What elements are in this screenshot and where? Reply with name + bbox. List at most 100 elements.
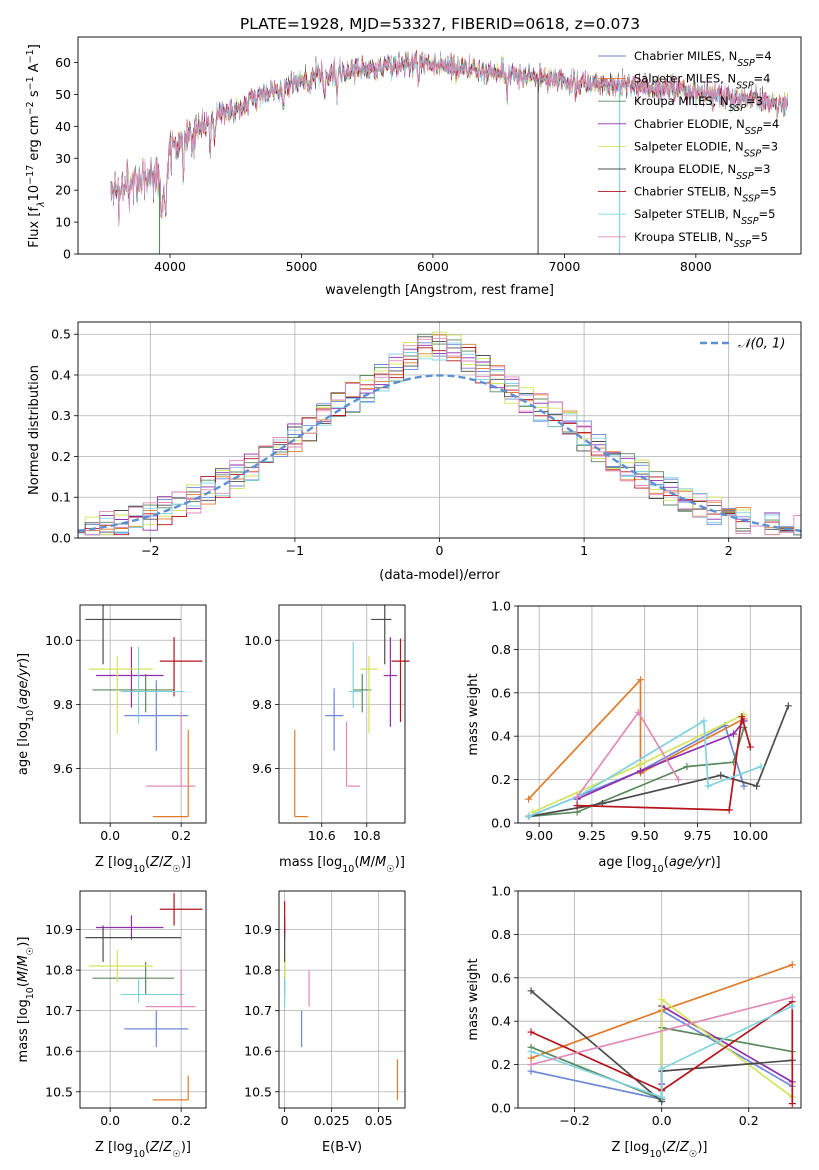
axes-frame	[278, 890, 406, 1109]
mass-weight-point	[527, 1061, 535, 1069]
label-part: )]	[181, 1140, 191, 1155]
label-part: =4	[754, 72, 771, 86]
mass-weight-point	[636, 676, 644, 684]
age-vs-metallicity-panel: 0.0 0.29.69.810.0Z [log10(Z/Z☉)]age [log1…	[16, 604, 207, 875]
mass-weight-line	[527, 677, 745, 800]
mass-weight-point	[753, 782, 761, 790]
mass-weight-line	[530, 1005, 793, 1099]
label-part: )]	[16, 937, 31, 947]
y-tick-label: 0.4	[491, 729, 511, 744]
y-tick-label: 9.8	[53, 697, 73, 712]
label-part: λ	[36, 201, 47, 208]
y-tick-label: 10.5	[45, 1084, 73, 1099]
y-tick-label: 0.0	[51, 531, 71, 546]
x-tick-label: 10.00	[732, 828, 768, 843]
label-part: Kroupa MILES, N	[634, 94, 729, 108]
x-axis-label: Z [log10(Z/Z☉)]	[95, 1140, 191, 1160]
y-tick-label: 0.6	[491, 970, 511, 985]
label-part: Salpeter STELIB, N	[634, 207, 741, 221]
label-part: Chabrier ELODIE, N	[634, 117, 745, 131]
label-part: 10	[649, 1149, 661, 1160]
legend-entry: Salpeter STELIB, NSSP=5	[634, 207, 775, 227]
label-part: −2	[25, 101, 36, 115]
y-tick-label: 10.7	[45, 1003, 73, 1018]
label-part: (	[16, 705, 31, 710]
x-tick-label: 9.00	[525, 828, 553, 843]
label-part: mass [log	[279, 855, 342, 870]
label-part: SSP	[745, 125, 763, 136]
label-part: Z [log	[95, 855, 133, 870]
figure-title: PLATE=1928, MJD=53327, FIBERID=0618, z=0…	[240, 15, 640, 33]
label-part: (	[354, 855, 359, 870]
x-tick-label: 0.0	[100, 1113, 120, 1128]
mass-weight-point	[525, 795, 533, 803]
y-tick-label: 0.5	[51, 327, 71, 342]
label-part: 10	[27, 185, 42, 202]
label-part: Z [log	[612, 1140, 650, 1155]
mass-weight-point	[658, 1093, 666, 1101]
y-tick-label: 50	[55, 87, 71, 102]
label-part: 10	[25, 987, 36, 999]
y-tick-label: 10.6	[244, 1044, 272, 1059]
residual-histogram-panel: −2 −1 0 1 2 0.0 0.1 0.2 0.3 0.4 0.5 𝒩(0, 1) (data-mo…	[27, 321, 802, 583]
label-part: 10	[342, 864, 354, 875]
histogram-step	[78, 333, 801, 536]
label-part: SSP	[737, 58, 755, 69]
y-tick-label: 0.0	[491, 816, 511, 831]
label-part: M	[359, 855, 370, 870]
label-part: −1	[25, 76, 36, 90]
label-part: mass [log	[16, 999, 31, 1062]
legend-entry: Kroupa STELIB, NSSP=5	[634, 230, 768, 250]
histogram-step	[78, 342, 801, 536]
label-part: Kroupa ELODIE, N	[634, 162, 736, 176]
mass-weight-point	[675, 776, 683, 784]
x-axis-label: Z [log10(Z/Z☉)]	[95, 855, 191, 875]
label-part: Z	[666, 1140, 677, 1155]
label-part: (	[664, 855, 669, 870]
x-tick-label: 5000	[286, 259, 318, 274]
histogram-step	[78, 347, 801, 536]
y-axis-label: age [log10(age/yr)]	[16, 653, 36, 775]
label-part: s	[27, 90, 42, 101]
label-part: M	[16, 955, 31, 966]
histogram-step	[78, 334, 801, 536]
y-tick-label: 40	[55, 119, 71, 134]
mass-weight-point	[527, 1054, 535, 1062]
label-part: )]	[16, 653, 31, 663]
axes-frame	[278, 604, 406, 824]
mass-weight-line	[530, 996, 793, 1066]
x-tick-label: 6000	[417, 259, 449, 274]
mass-weight-point	[527, 1067, 535, 1075]
label-part: 10	[25, 710, 36, 722]
axes-frame	[517, 605, 802, 824]
mass-weight-point	[525, 812, 533, 820]
mass-weight-point	[636, 767, 644, 775]
label-part: Z [log	[95, 1140, 133, 1155]
mass-weight-line	[576, 720, 745, 800]
mass-weight-point	[527, 987, 535, 995]
label-part: −1	[25, 49, 36, 63]
label-part: =3	[761, 139, 778, 153]
y-tick-label: 10.7	[244, 1003, 272, 1018]
x-tick-label: 9.25	[578, 828, 606, 843]
label-part: )]	[181, 855, 191, 870]
label-part: ☉	[172, 1149, 181, 1160]
label-part: ☉	[25, 947, 36, 956]
label-part: SSP	[744, 148, 762, 159]
mass-weight-point	[746, 743, 754, 751]
x-tick-label: −2	[141, 543, 159, 558]
x-tick-label: −0.2	[559, 1113, 589, 1128]
legend-entry: Chabrier STELIB, NSSP=5	[634, 185, 777, 205]
x-tick-label: 0	[281, 1113, 289, 1128]
label-part: =5	[751, 230, 768, 244]
label-part: /	[159, 855, 164, 870]
axes-frame	[79, 604, 207, 824]
label-part: =5	[760, 185, 777, 199]
x-tick-label: 0.2	[739, 1113, 759, 1128]
y-axis-label: mass [log10(M/M☉)]	[16, 937, 36, 1063]
label-part: SSP	[729, 103, 747, 114]
mass-vs-ebv-panel: 0 0.025 0.05 10.5 10.6 10.7 10.8 10.9 E(B-V)	[244, 890, 406, 1155]
label-part: Z	[149, 1140, 160, 1155]
